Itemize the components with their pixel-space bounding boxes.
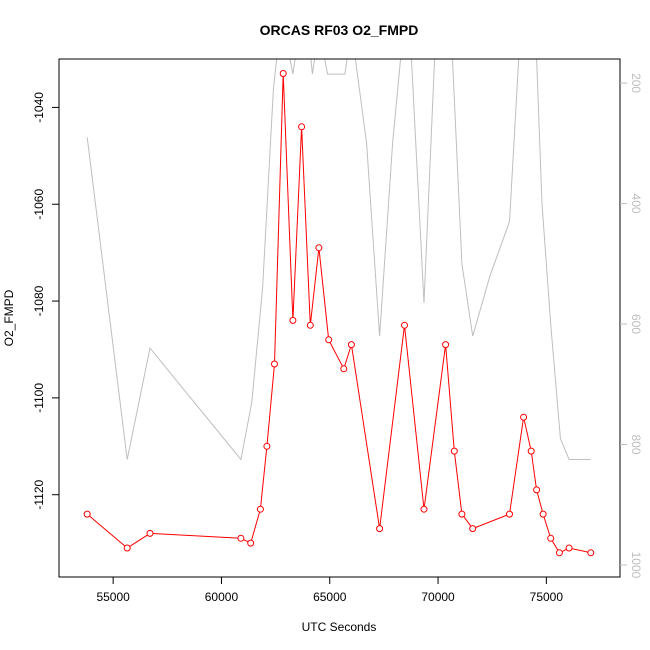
series-line-left (86, 73, 591, 554)
data-point-3 (237, 534, 245, 542)
series-line-right (86, 59, 591, 461)
data-point-20 (450, 447, 458, 455)
x-tick-label-65000: 65000 (313, 590, 347, 604)
y-tick-label--1100: -1100 (32, 383, 46, 413)
data-point-27 (539, 510, 547, 518)
y-tick-label--1080: -1080 (32, 285, 46, 316)
data-point-16 (376, 525, 384, 533)
x-axis: 55000 60000 65000 70000 75000 (96, 577, 563, 604)
y-axis-label: O2_FMPD (2, 289, 16, 346)
data-point-26 (533, 486, 541, 494)
data-point-29 (555, 549, 563, 557)
data-point-12 (315, 244, 323, 252)
plot-frame (58, 58, 621, 578)
data-point-13 (325, 336, 333, 344)
series-layer (83, 59, 595, 557)
data-point-17 (401, 321, 408, 329)
data-point-14 (340, 365, 348, 373)
data-point-24 (520, 413, 528, 421)
y-tick-label--1120: -1120 (32, 479, 46, 509)
x-tick-label-55000: 55000 (96, 590, 130, 604)
y2-tick-label-600: 600 (629, 314, 643, 334)
data-point-7 (271, 360, 278, 368)
data-point-22 (469, 525, 477, 533)
y-tick-label--1060: -1060 (32, 189, 46, 220)
data-point-18 (420, 505, 428, 513)
y2-tick-label-400: 400 (629, 194, 643, 214)
data-point-30 (565, 544, 573, 552)
y2-tick-label-200: 200 (629, 73, 643, 93)
data-point-6 (263, 442, 271, 450)
x-tick-label-70000: 70000 (421, 590, 455, 604)
y2-tick-label-800: 800 (629, 434, 643, 454)
x-tick-label-75000: 75000 (530, 590, 564, 604)
data-point-9 (289, 316, 297, 324)
data-point-28 (547, 534, 555, 542)
x-axis-label: UTC Seconds (302, 620, 377, 634)
x-tick-label-60000: 60000 (205, 590, 239, 604)
y2-axis: 200 400 600 800 1000 (620, 73, 643, 579)
y-tick-label--1040: -1040 (32, 92, 46, 123)
data-point-10 (298, 123, 306, 131)
data-point-8 (279, 70, 287, 77)
data-point-11 (306, 321, 314, 329)
data-point-21 (458, 510, 466, 518)
data-point-25 (527, 447, 535, 455)
data-point-4 (247, 539, 255, 547)
data-point-15 (347, 341, 355, 349)
data-point-5 (256, 505, 264, 513)
data-point-19 (442, 341, 450, 349)
chart-title: ORCAS RF03 O2_FMPD (260, 22, 419, 38)
data-point-31 (587, 549, 595, 557)
data-point-1 (123, 544, 131, 552)
data-point-23 (506, 510, 513, 518)
data-point-2 (146, 529, 154, 537)
y2-tick-label-1000: 1000 (629, 552, 643, 579)
data-point-0 (83, 510, 91, 518)
y-axis: -1040 -1060 -1080 -1100 -1120 (32, 92, 59, 510)
